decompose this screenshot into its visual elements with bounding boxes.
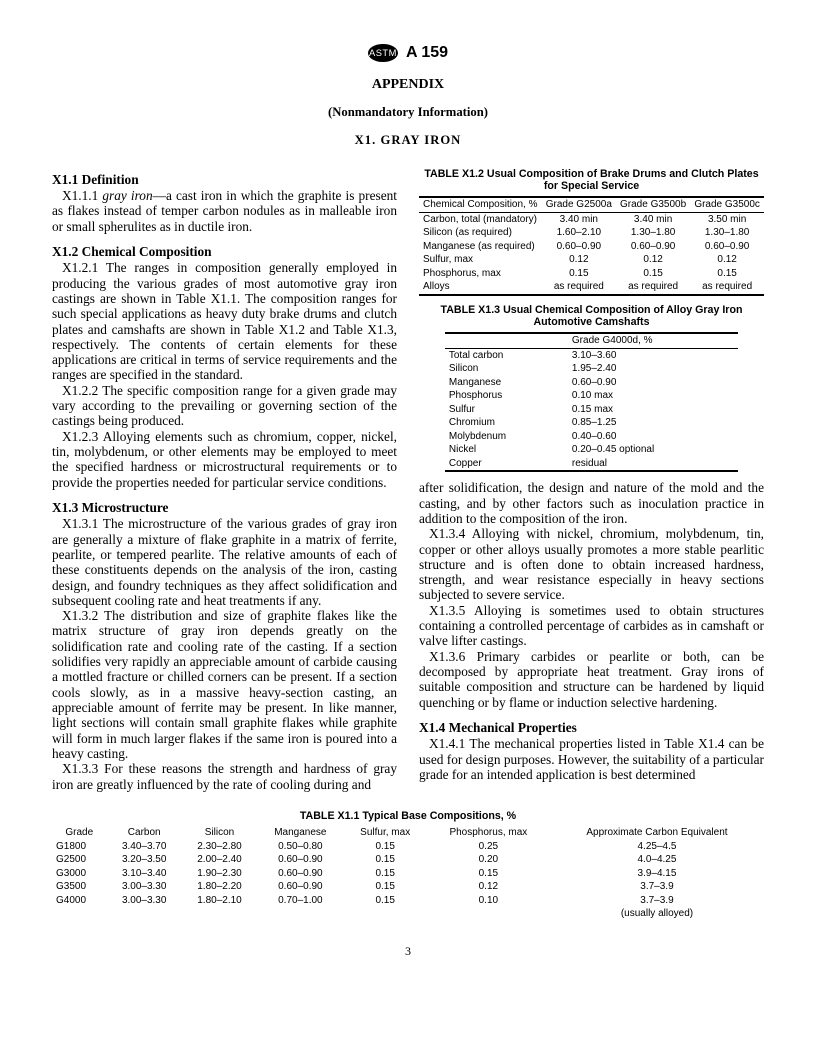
- tx13-col: Grade G4000d, %: [568, 333, 738, 348]
- section-x1-title: X1. GRAY IRON: [52, 133, 764, 148]
- table-x1-1-block: TABLE X1.1 Typical Base Compositions, % …: [52, 810, 764, 921]
- tx11-footnote: (usually alloyed): [550, 907, 764, 921]
- table-x1-2-title: TABLE X1.2 Usual Composition of Brake Dr…: [419, 168, 764, 193]
- x1-4-1: X1.4.1 The mechanical properties listed …: [419, 736, 764, 782]
- table-row: Silicon (as required)1.60–2.101.30–1.801…: [419, 226, 764, 240]
- tx11-c4: Sulfur, max: [344, 826, 427, 840]
- x1-3-3b: after solidification, the design and nat…: [419, 480, 764, 526]
- tx11-c0: Grade: [52, 826, 107, 840]
- appendix-title: APPENDIX: [52, 77, 764, 93]
- x1-2-head: X1.2 Chemical Composition: [52, 244, 397, 259]
- table-row: Phosphorus, max0.150.150.15: [419, 267, 764, 281]
- tx11-c3: Manganese: [257, 826, 343, 840]
- table-x1-3: Grade G4000d, % Total carbon3.10–3.60 Si…: [445, 332, 738, 472]
- table-row: Copperresidual: [445, 457, 738, 472]
- table-row: G40003.00–3.301.80–2.100.70–1.000.150.10…: [52, 894, 764, 908]
- table-x1-1: Grade Carbon Silicon Manganese Sulfur, m…: [52, 826, 764, 921]
- table-row: Total carbon3.10–3.60: [445, 348, 738, 362]
- table-row: (usually alloyed): [52, 907, 764, 921]
- x1-3-3: X1.3.3 For these reasons the strength an…: [52, 761, 397, 792]
- x1-3-6: X1.3.6 Primary carbides or pearlite or b…: [419, 649, 764, 710]
- x1-3-2: X1.3.2 The distribution and size of grap…: [52, 608, 397, 761]
- designation: A 159: [406, 44, 448, 61]
- table-x1-3-block: TABLE X1.3 Usual Chemical Composition of…: [419, 304, 764, 473]
- table-row: Sulfur0.15 max: [445, 403, 738, 417]
- table-row: Manganese0.60–0.90: [445, 376, 738, 390]
- table-x1-3-title: TABLE X1.3 Usual Chemical Composition of…: [419, 304, 764, 329]
- x1-3-head: X1.3 Microstructure: [52, 500, 397, 515]
- table-row: G18003.40–3.702.30–2.800.50–0.800.150.25…: [52, 840, 764, 854]
- tx11-c1: Carbon: [107, 826, 182, 840]
- body-columns: X1.1 Definition X1.1.1 gray iron—a cast …: [52, 162, 764, 792]
- tx12-colhead-label: Chemical Composition, %: [419, 197, 542, 212]
- table-row: Carbon, total (mandatory)3.40 min3.40 mi…: [419, 212, 764, 226]
- astm-logo-badge: ASTM: [368, 44, 398, 62]
- page-number: 3: [52, 945, 764, 959]
- table-row: G25003.20–3.502.00–2.400.60–0.900.150.20…: [52, 853, 764, 867]
- table-x1-1-title: TABLE X1.1 Typical Base Compositions, %: [52, 810, 764, 822]
- tx11-c5: Phosphorus, max: [427, 826, 550, 840]
- table-row: Phosphorus0.10 max: [445, 389, 738, 403]
- table-row: Manganese (as required)0.60–0.900.60–0.9…: [419, 240, 764, 254]
- table-row: Silicon1.95–2.40: [445, 362, 738, 376]
- x1-1-1: X1.1.1 gray iron—a cast iron in which th…: [52, 188, 397, 234]
- table-x1-2-block: TABLE X1.2 Usual Composition of Brake Dr…: [419, 168, 764, 296]
- header-logo-line: ASTM A 159: [52, 44, 764, 63]
- x1-2-3: X1.2.3 Alloying elements such as chromiu…: [52, 429, 397, 490]
- tx12-col0: Grade G2500a: [542, 197, 616, 212]
- table-row: Alloysas requiredas requiredas required: [419, 280, 764, 295]
- x1-2-1: X1.2.1 The ranges in composition general…: [52, 260, 397, 383]
- nonmandatory-note: (Nonmandatory Information): [52, 105, 764, 120]
- table-row: G35003.00–3.301.80–2.200.60–0.900.150.12…: [52, 880, 764, 894]
- x1-3-5: X1.3.5 Alloying is sometimes used to obt…: [419, 603, 764, 649]
- table-row: G30003.10–3.401.90–2.300.60–0.900.150.15…: [52, 867, 764, 881]
- tx11-c2: Silicon: [182, 826, 257, 840]
- table-row: Chromium0.85–1.25: [445, 416, 738, 430]
- tx12-col1: Grade G3500b: [616, 197, 690, 212]
- x1-2-2: X1.2.2 The specific composition range fo…: [52, 383, 397, 429]
- table-row: Molybdenum0.40–0.60: [445, 430, 738, 444]
- x1-4-head: X1.4 Mechanical Properties: [419, 720, 764, 735]
- table-row: Sulfur, max0.120.120.12: [419, 253, 764, 267]
- x1-3-4: X1.3.4 Alloying with nickel, chromium, m…: [419, 526, 764, 603]
- tx12-col2: Grade G3500c: [690, 197, 764, 212]
- table-x1-2: Chemical Composition, % Grade G2500a Gra…: [419, 196, 764, 296]
- tx11-c6: Approximate Carbon Equivalent: [550, 826, 764, 840]
- table-row: Nickel0.20–0.45 optional: [445, 443, 738, 457]
- x1-1-head: X1.1 Definition: [52, 172, 397, 187]
- x1-3-1: X1.3.1 The microstructure of the various…: [52, 516, 397, 608]
